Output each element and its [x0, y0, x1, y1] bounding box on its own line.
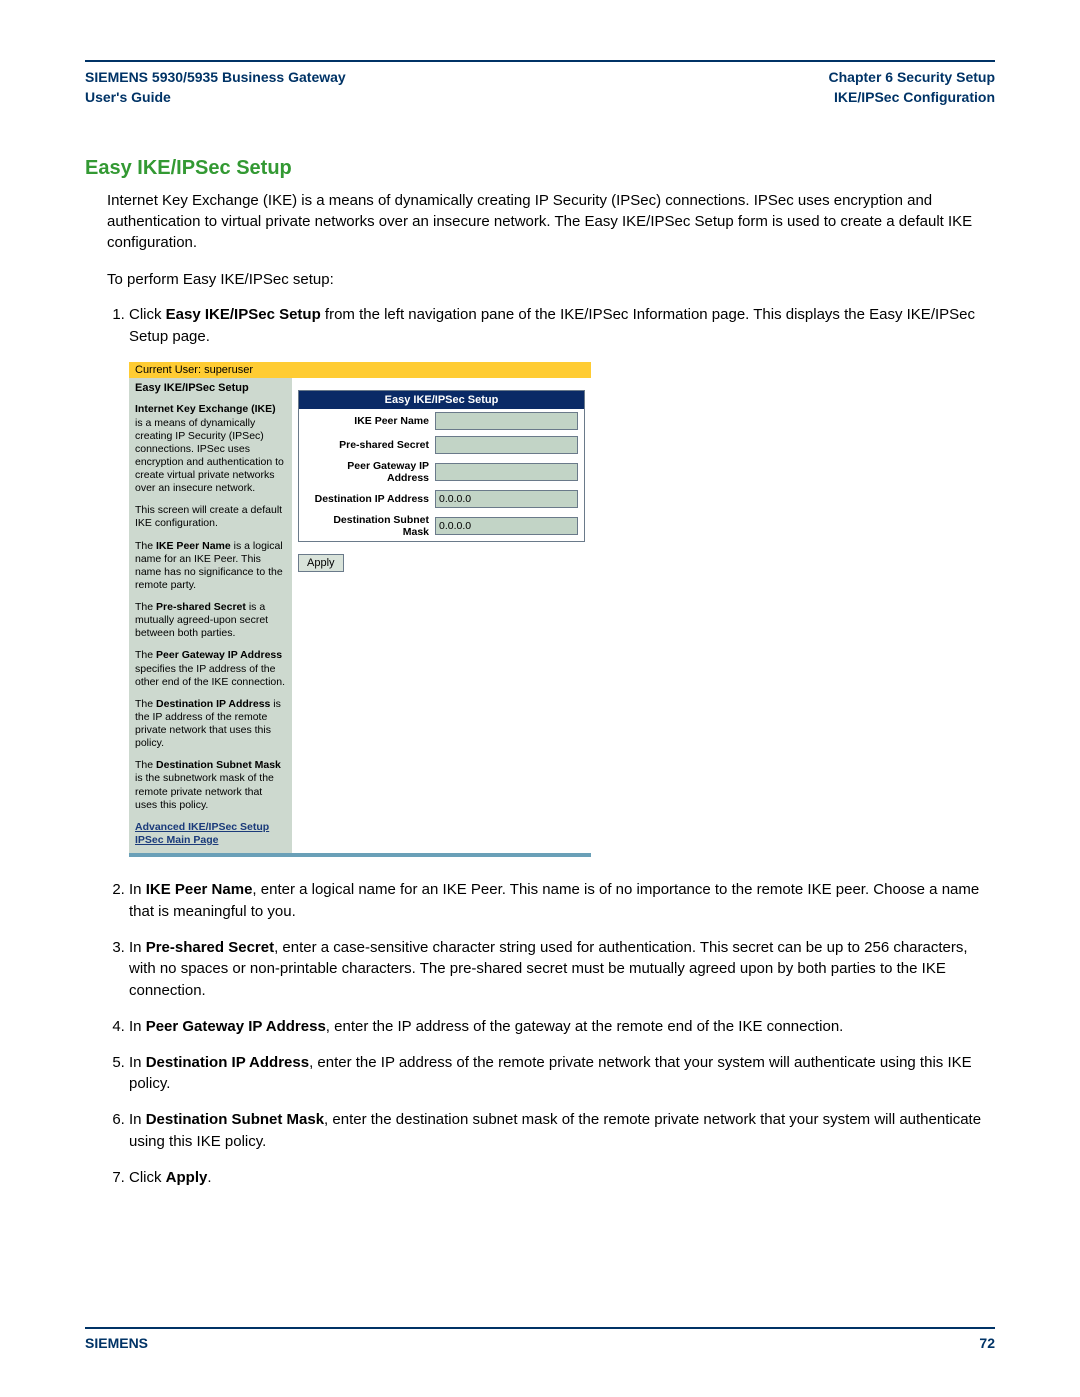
form-header: Easy IKE/IPSec Setup	[299, 391, 584, 409]
step-4: In Peer Gateway IP Address, enter the IP…	[129, 1016, 995, 1038]
step-5: In Destination IP Address, enter the IP …	[129, 1052, 995, 1096]
input-dest-mask[interactable]	[435, 517, 578, 535]
page-header: SIEMENS 5930/5935 Business Gateway User'…	[85, 60, 995, 107]
sidebar-p1: Internet Key Exchange (IKE) is a means o…	[135, 403, 286, 495]
apply-button[interactable]: Apply	[298, 554, 344, 572]
form-panel: Easy IKE/IPSec Setup IKE Peer Name Pre-s…	[298, 390, 585, 542]
sidebar-p5: The Peer Gateway IP Address specifies th…	[135, 649, 286, 688]
page-footer: SIEMENS 72	[85, 1327, 995, 1351]
screenshot-body: Easy IKE/IPSec Setup Internet Key Exchan…	[129, 378, 591, 853]
footer-brand: SIEMENS	[85, 1335, 148, 1351]
header-left: SIEMENS 5930/5935 Business Gateway User'…	[85, 68, 346, 107]
label-dest-mask: Destination Subnet Mask	[305, 514, 435, 538]
label-dest-ip: Destination IP Address	[305, 493, 435, 505]
intro-paragraph: Internet Key Exchange (IKE) is a means o…	[107, 190, 995, 253]
ipsec-main-page-link[interactable]: IPSec Main Page	[135, 834, 286, 847]
header-product: SIEMENS 5930/5935 Business Gateway	[85, 68, 346, 88]
sidebar-p6: The Destination IP Address is the IP add…	[135, 698, 286, 751]
sidebar-p2: This screen will create a default IKE co…	[135, 504, 286, 530]
sidebar-p4: The Pre-shared Secret is a mutually agre…	[135, 601, 286, 640]
steps-list: Click Easy IKE/IPSec Setup from the left…	[107, 304, 995, 348]
label-secret: Pre-shared Secret	[305, 439, 435, 451]
header-guide: User's Guide	[85, 88, 346, 108]
header-right: Chapter 6 Security Setup IKE/IPSec Confi…	[829, 68, 996, 107]
header-chapter: Chapter 6 Security Setup	[829, 68, 996, 88]
input-secret[interactable]	[435, 436, 578, 454]
input-dest-ip[interactable]	[435, 490, 578, 508]
advanced-setup-link[interactable]: Advanced IKE/IPSec Setup	[135, 821, 286, 834]
header-section: IKE/IPSec Configuration	[829, 88, 996, 108]
label-ike-peer: IKE Peer Name	[305, 415, 435, 427]
label-peer-gw: Peer Gateway IP Address	[305, 460, 435, 484]
current-user-bar: Current User: superuser	[129, 362, 591, 378]
row-dest-mask: Destination Subnet Mask	[299, 511, 584, 541]
step-1: Click Easy IKE/IPSec Setup from the left…	[129, 304, 995, 348]
row-secret: Pre-shared Secret	[299, 433, 584, 457]
section-title: Easy IKE/IPSec Setup	[85, 157, 995, 180]
step-3: In Pre-shared Secret, enter a case-sensi…	[129, 937, 995, 1002]
screenshot-sidebar: Easy IKE/IPSec Setup Internet Key Exchan…	[129, 378, 292, 853]
step-7: Click Apply.	[129, 1167, 995, 1189]
row-peer-gw: Peer Gateway IP Address	[299, 457, 584, 487]
sidebar-p3: The IKE Peer Name is a logical name for …	[135, 540, 286, 593]
white-strip	[292, 378, 591, 390]
footer-page-number: 72	[979, 1335, 995, 1351]
embedded-screenshot: Current User: superuser Easy IKE/IPSec S…	[129, 362, 591, 857]
bottom-strip	[129, 853, 591, 857]
row-ike-peer: IKE Peer Name	[299, 409, 584, 433]
row-dest-ip: Destination IP Address	[299, 487, 584, 511]
screenshot-main: Easy IKE/IPSec Setup IKE Peer Name Pre-s…	[292, 378, 591, 853]
steps-list-cont: In IKE Peer Name, enter a logical name f…	[107, 879, 995, 1188]
instruction-lead: To perform Easy IKE/IPSec setup:	[107, 271, 995, 288]
step-2: In IKE Peer Name, enter a logical name f…	[129, 879, 995, 923]
sidebar-title: Easy IKE/IPSec Setup	[135, 382, 286, 396]
input-ike-peer[interactable]	[435, 412, 578, 430]
input-peer-gw[interactable]	[435, 463, 578, 481]
step-6: In Destination Subnet Mask, enter the de…	[129, 1109, 995, 1153]
sidebar-p7: The Destination Subnet Mask is the subne…	[135, 759, 286, 812]
